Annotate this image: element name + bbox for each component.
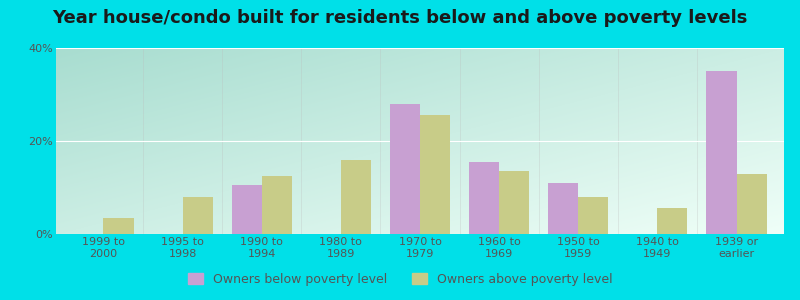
Bar xyxy=(182,197,213,234)
Bar xyxy=(262,176,292,234)
Bar xyxy=(737,173,766,234)
Bar xyxy=(390,104,420,234)
Bar xyxy=(706,71,737,234)
Bar xyxy=(341,160,371,234)
Bar xyxy=(658,208,687,234)
Bar xyxy=(420,116,450,234)
Legend: Owners below poverty level, Owners above poverty level: Owners below poverty level, Owners above… xyxy=(182,268,618,291)
Bar xyxy=(103,218,134,234)
Bar xyxy=(578,197,608,234)
Bar xyxy=(469,162,499,234)
Bar xyxy=(548,183,578,234)
Text: Year house/condo built for residents below and above poverty levels: Year house/condo built for residents bel… xyxy=(52,9,748,27)
Bar xyxy=(232,185,262,234)
Bar xyxy=(499,171,530,234)
